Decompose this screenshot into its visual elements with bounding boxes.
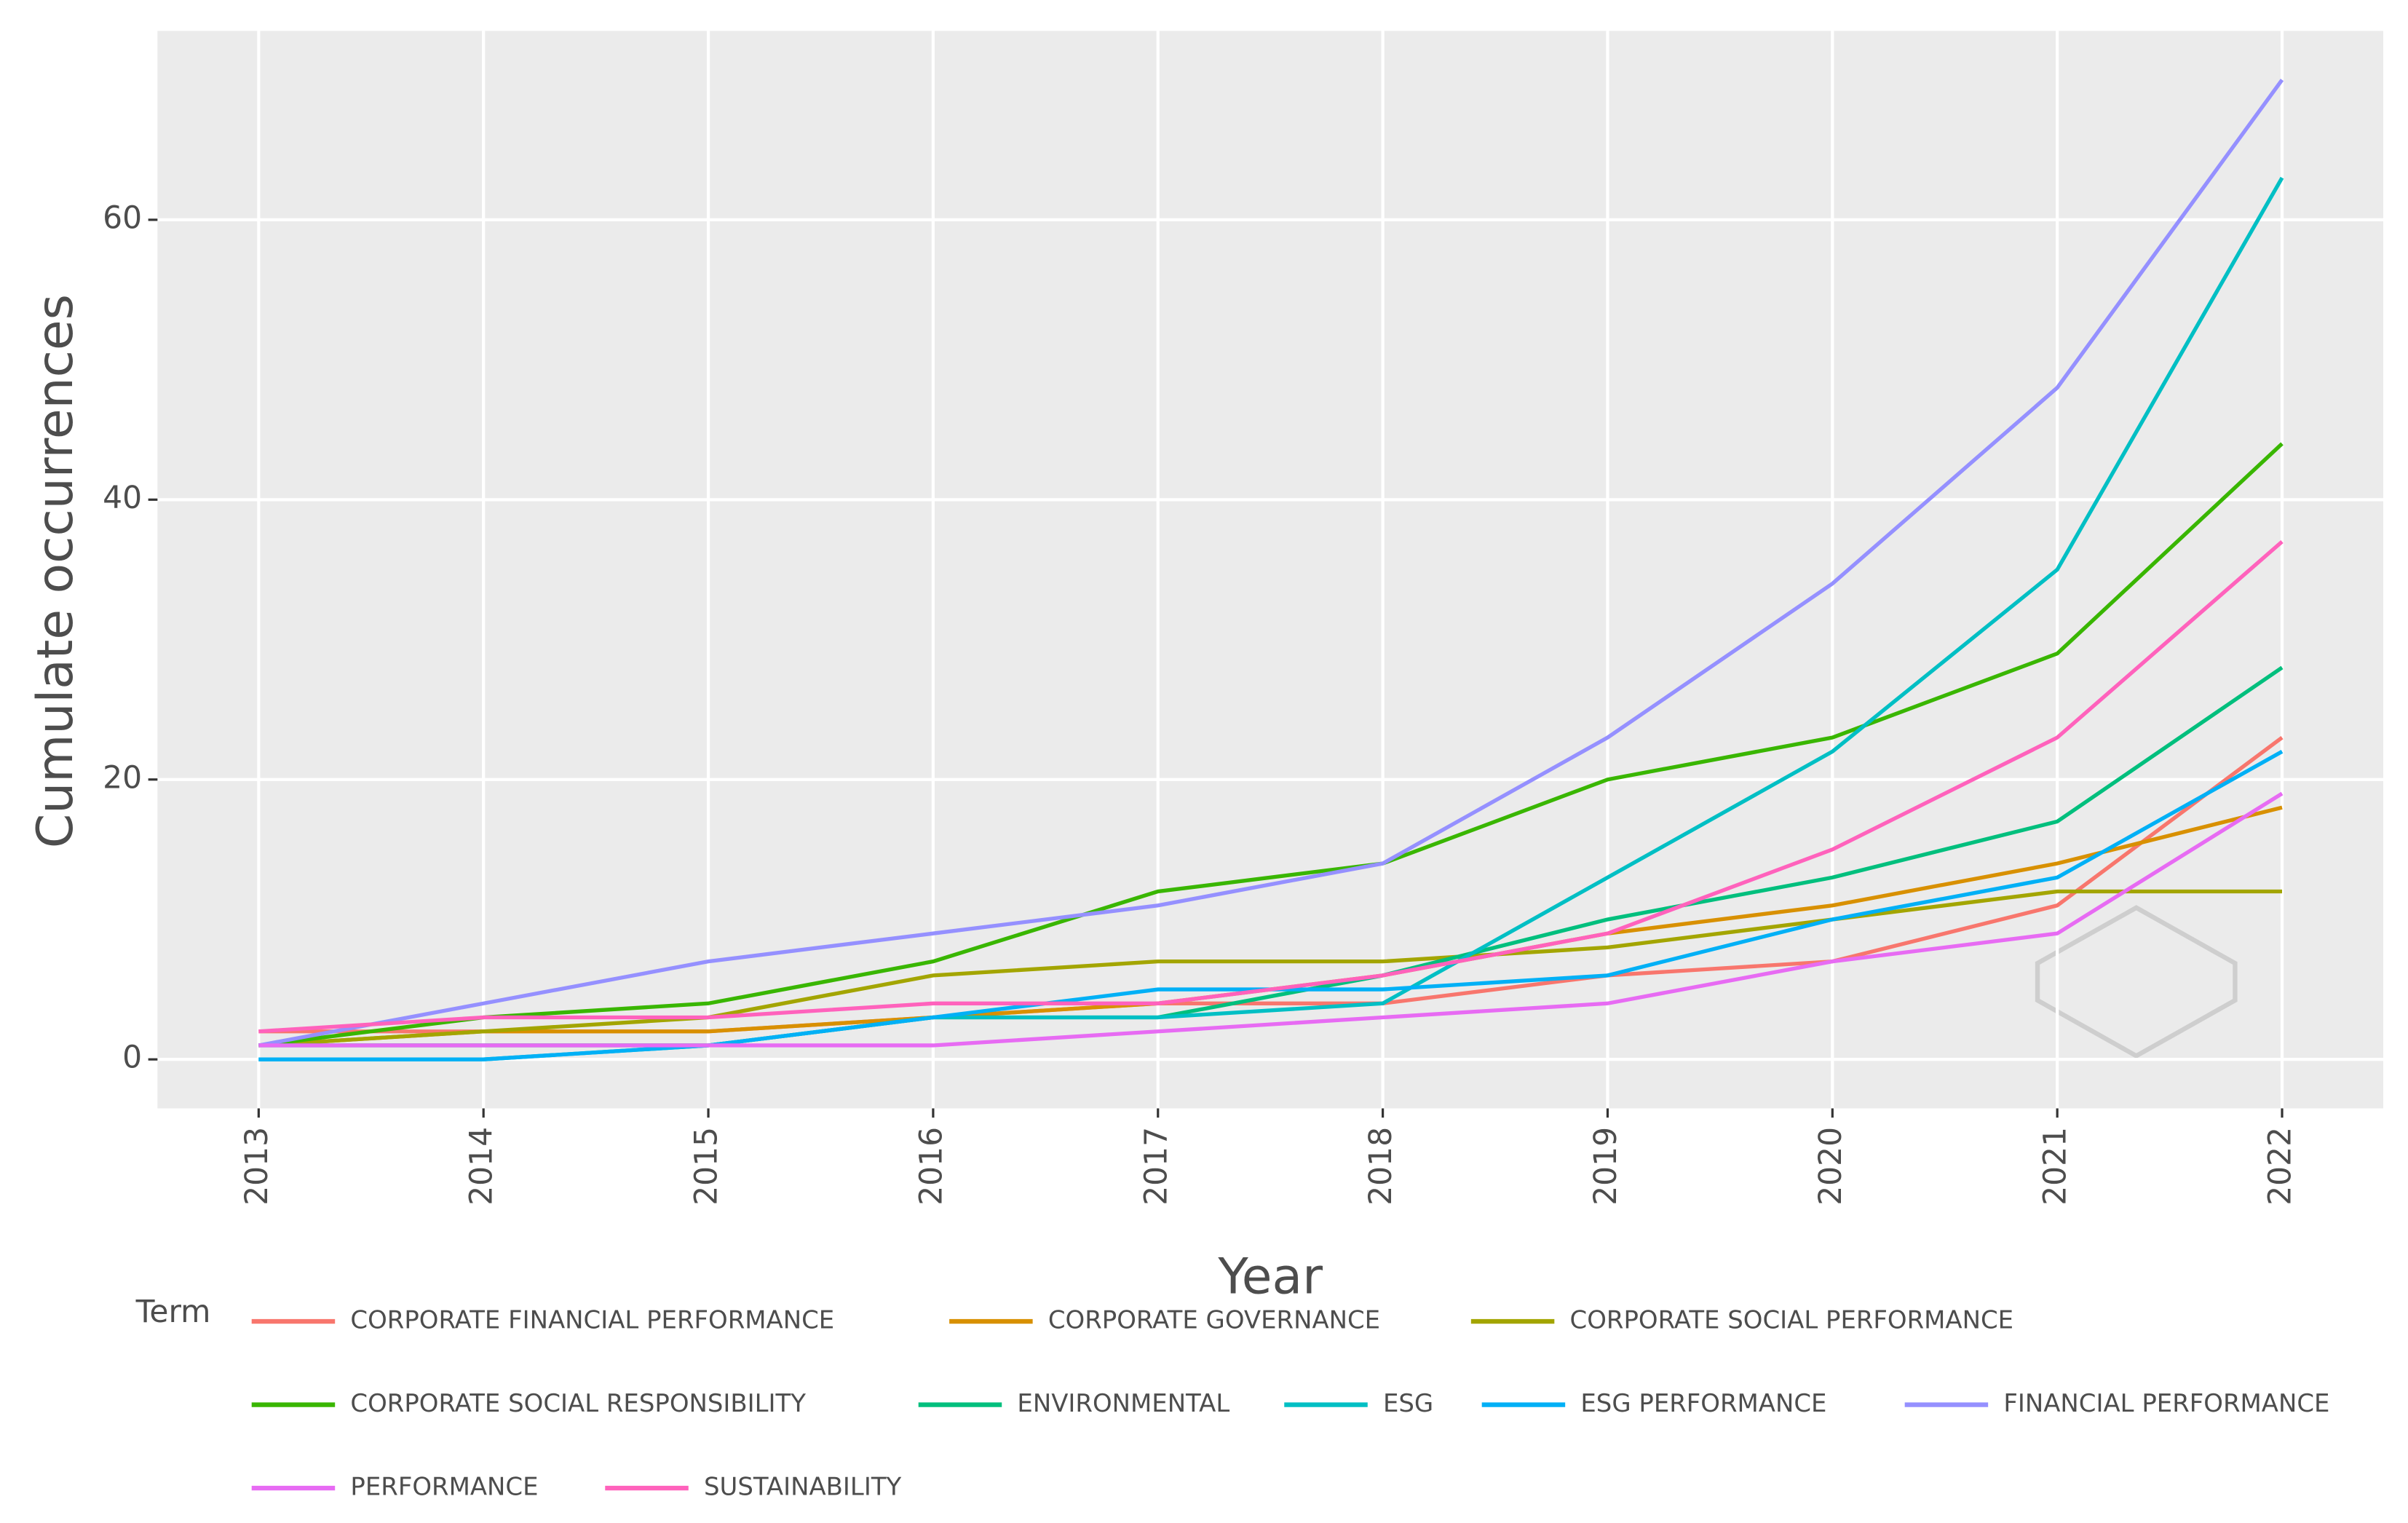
series-line — [258, 889, 2283, 1048]
legend-label: FINANCIAL PERFORMANCE — [2003, 1389, 2329, 1417]
y-tick-label: 20 — [103, 759, 142, 795]
x-tick-label: 2020 — [1813, 1127, 1848, 1206]
watermark — [2035, 905, 2238, 1059]
y-tick-label: 0 — [122, 1040, 142, 1075]
plot-panel — [157, 31, 2383, 1109]
legend-label: CORPORATE GOVERNANCE — [1048, 1306, 1380, 1334]
legend-label: ESG PERFORMANCE — [1580, 1389, 1826, 1417]
x-tick-label: 2022 — [2262, 1127, 2298, 1206]
x-tick-label: 2014 — [464, 1127, 499, 1206]
x-tick-label: 2017 — [1138, 1127, 1173, 1206]
legend-label: ENVIRONMENTAL — [1017, 1389, 1229, 1417]
x-tick-label: 2013 — [239, 1127, 274, 1206]
x-tick-label: 2018 — [1363, 1127, 1398, 1206]
legend-label: SUSTAINABILITY — [704, 1473, 902, 1501]
y-axis-label: Cumulate occurrences — [27, 294, 84, 848]
legend-label: ESG — [1383, 1389, 1433, 1417]
series-line — [258, 791, 2284, 1048]
x-tick-label: 2015 — [689, 1127, 724, 1206]
legend-label: PERFORMANCE — [350, 1473, 538, 1501]
x-tick-label: 2021 — [2037, 1127, 2073, 1206]
legend-label: CORPORATE SOCIAL RESPONSIBILITY — [350, 1389, 806, 1417]
legend-label: CORPORATE SOCIAL PERFORMANCE — [1570, 1306, 2014, 1334]
x-tick-label: 2016 — [913, 1127, 948, 1206]
series-line — [258, 539, 2284, 1034]
y-tick-label: 40 — [103, 480, 142, 515]
x-tick-label: 2019 — [1588, 1127, 1623, 1206]
x-axis-label: Year — [1217, 1248, 1323, 1305]
series-line — [258, 79, 2284, 1048]
legend-title: Term — [135, 1294, 211, 1329]
series-line — [258, 442, 2284, 1048]
legend-label: CORPORATE FINANCIAL PERFORMANCE — [350, 1306, 834, 1334]
y-tick-label: 60 — [103, 199, 142, 235]
